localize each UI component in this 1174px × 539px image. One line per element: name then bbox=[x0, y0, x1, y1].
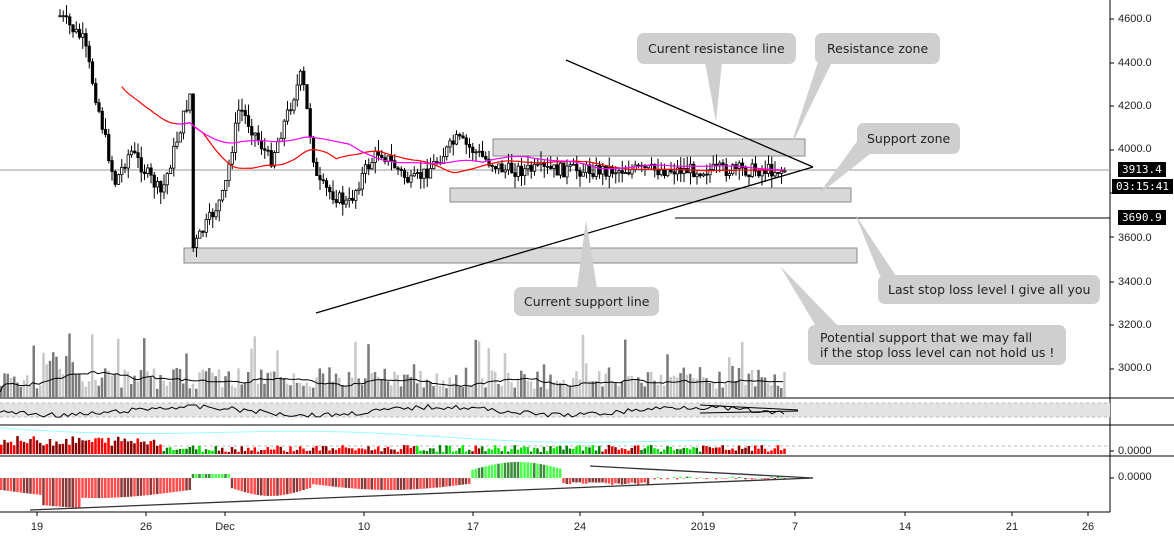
y-tick: 4600.0 bbox=[1118, 13, 1152, 25]
callout-line-2: if the stop loss level can not hold us ! bbox=[820, 345, 1055, 360]
countdown-tag: 03:15:41 bbox=[1112, 179, 1173, 194]
volume-bars bbox=[0, 333, 786, 397]
delta-histogram bbox=[0, 436, 786, 454]
macd-trendline[interactable] bbox=[29, 477, 814, 511]
callout-potential-support[interactable]: Potential support that we may fall if th… bbox=[808, 325, 1067, 365]
macd-histogram bbox=[0, 462, 786, 508]
x-tick: 21 bbox=[1005, 521, 1019, 533]
y-tick: 3000.0 bbox=[1118, 362, 1152, 374]
x-tick: 2019 bbox=[690, 521, 716, 533]
x-tick: 10 bbox=[357, 521, 371, 533]
y-tick: 4000.0 bbox=[1118, 143, 1152, 155]
callout-pointer bbox=[705, 62, 722, 122]
resistance-trendline[interactable] bbox=[565, 59, 814, 168]
x-tick: Dec bbox=[215, 521, 235, 533]
y-tick: 3200.0 bbox=[1118, 319, 1152, 331]
callout-stop-loss[interactable]: Last stop loss level I give all you bbox=[878, 275, 1101, 304]
signal-line bbox=[0, 427, 781, 443]
ma-slow-line bbox=[176, 122, 785, 171]
callout-resistance-line[interactable]: Curent resistance line bbox=[637, 33, 796, 64]
callout-support-zone[interactable]: Support zone bbox=[857, 123, 961, 154]
support-zone[interactable] bbox=[449, 187, 852, 203]
macd-trendline[interactable] bbox=[589, 465, 814, 479]
support-trendline[interactable] bbox=[315, 166, 814, 314]
ma-fast-line bbox=[121, 86, 785, 174]
resistance-zone[interactable] bbox=[492, 138, 806, 157]
x-tick: 24 bbox=[573, 521, 587, 533]
callout-resistance-zone[interactable]: Resistance zone bbox=[815, 33, 941, 64]
y-tick: 3400.0 bbox=[1118, 276, 1152, 288]
osc-trendline[interactable] bbox=[699, 410, 799, 414]
oscillator-line bbox=[0, 403, 785, 418]
candlesticks bbox=[58, 5, 787, 258]
y-tick: 4400.0 bbox=[1118, 57, 1152, 69]
y-tick: 4200.0 bbox=[1118, 100, 1152, 112]
callout-line-1: Potential support that we may fall bbox=[820, 330, 1033, 345]
stop-level-tag: 3690.9 bbox=[1118, 210, 1166, 225]
y-tick: 3600.0 bbox=[1118, 232, 1152, 244]
x-tick: 17 bbox=[466, 521, 480, 533]
current-price-tag: 3913.4 bbox=[1118, 162, 1166, 177]
x-tick: 19 bbox=[30, 521, 44, 533]
x-tick: 14 bbox=[898, 521, 912, 533]
oscillator-band bbox=[0, 403, 1110, 417]
x-tick: 26 bbox=[139, 521, 153, 533]
potential-support-zone[interactable] bbox=[183, 247, 858, 264]
volume-ma-line bbox=[0, 371, 784, 393]
osc1-zero-label: 0.0000 bbox=[1118, 445, 1152, 457]
x-tick: 26 bbox=[1081, 521, 1095, 533]
callout-support-line[interactable]: Current support line bbox=[514, 287, 660, 316]
osc-trendline[interactable] bbox=[699, 404, 799, 411]
x-tick: 7 bbox=[791, 521, 799, 533]
osc2-zero-label: 0.0000 bbox=[1118, 471, 1152, 483]
